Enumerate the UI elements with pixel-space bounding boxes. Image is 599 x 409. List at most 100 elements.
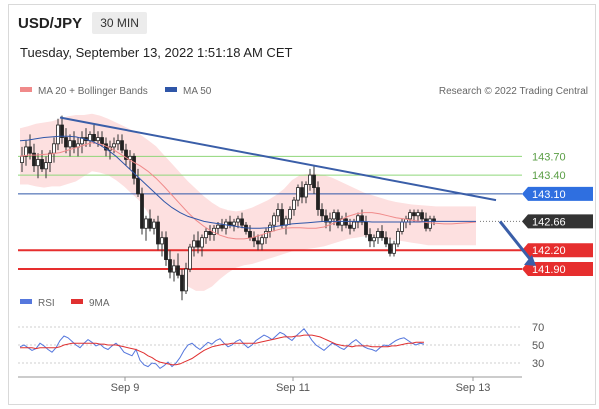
candle-body: [380, 231, 384, 239]
candle-body: [36, 159, 40, 167]
candle-body: [328, 218, 332, 223]
candle-body: [44, 162, 48, 170]
candle-body: [60, 124, 64, 138]
candle-body: [148, 218, 152, 229]
candle-body: [428, 218, 432, 229]
candle-body: [292, 199, 296, 210]
candle-body: [160, 237, 164, 245]
candle-body: [236, 218, 240, 223]
candle-body: [348, 224, 352, 229]
candle-body: [320, 209, 324, 217]
ma20-legend-swatch: [20, 87, 32, 92]
candle-body: [300, 187, 304, 198]
candle-body: [344, 218, 348, 226]
candle-body: [220, 224, 224, 229]
rsi-legend-label: RSI: [38, 298, 55, 309]
projection-arrow-shaft: [498, 220, 535, 264]
rsi-line: [19, 328, 425, 370]
candle-body: [400, 221, 404, 232]
candle-body: [124, 149, 128, 160]
symbol-title: USD/JPY: [18, 14, 83, 32]
candle-body: [180, 274, 184, 292]
x-tick-label-1: Sep 11: [276, 382, 310, 394]
ma50-line: [19, 135, 476, 229]
candle-body: [384, 237, 388, 245]
candle-body: [368, 234, 372, 242]
candle-body: [56, 124, 60, 145]
candle-body: [164, 237, 168, 260]
candle-body: [120, 140, 124, 151]
candle-body: [188, 246, 192, 270]
candle-body: [424, 218, 428, 229]
projection-arrow-head: [524, 254, 536, 266]
candle-body: [24, 146, 28, 157]
candle-body: [140, 193, 144, 229]
candle-body: [156, 221, 160, 245]
candle-body: [312, 174, 316, 189]
candle-body: [416, 212, 420, 217]
candle-body: [68, 140, 72, 148]
level-tag-4: [522, 243, 593, 258]
ma20-legend-label: MA 20 + Bollinger Bands: [38, 86, 148, 97]
candle-body: [352, 221, 356, 229]
candle-body: [216, 224, 220, 229]
candle-body: [288, 209, 292, 220]
candle-body: [196, 240, 200, 248]
candle-body: [200, 237, 204, 248]
candle-body: [256, 240, 260, 245]
chart-header: USD/JPY 30 MIN: [18, 12, 147, 34]
level-tag-2: [522, 186, 593, 201]
candle-body: [392, 243, 396, 254]
candle-body: [20, 155, 24, 163]
level-tag-5: [522, 261, 593, 276]
rsi-legend-swatch: [20, 299, 32, 304]
candle-body: [252, 237, 256, 242]
x-tick-label-0: Sep 9: [111, 382, 140, 394]
candle-body: [376, 231, 380, 239]
rsi-tick-label-1: 50: [532, 340, 544, 352]
timestamp: Tuesday, September 13, 2022 1:51:18 AM C…: [20, 45, 293, 60]
candle-body: [128, 155, 132, 160]
x-tick-label-2: Sep 13: [456, 382, 491, 394]
candle-body: [96, 137, 100, 142]
candle-body: [276, 209, 280, 217]
candle-body: [388, 243, 392, 254]
candle-body: [92, 134, 96, 142]
candle-body: [132, 155, 136, 179]
ma9-legend-label: 9MA: [89, 298, 110, 309]
candle-body: [192, 240, 196, 248]
candle-body: [372, 237, 376, 242]
candle-body: [112, 143, 116, 148]
candle-body: [356, 215, 360, 223]
price-plot: 143.70 143.40 143.10 142.66 142.20 141.90: [18, 113, 593, 301]
candle-body: [32, 152, 36, 167]
candle-body: [152, 221, 156, 229]
candle-body: [136, 177, 140, 195]
candle-body: [336, 212, 340, 226]
candle-body: [116, 140, 120, 145]
ma9-line: [20, 334, 424, 366]
candle-body: [264, 231, 268, 239]
candle-body: [260, 237, 264, 245]
timeframe-badge[interactable]: 30 MIN: [92, 12, 147, 34]
candle-body: [64, 137, 68, 148]
candle-body: [144, 218, 148, 229]
candle-body: [176, 265, 180, 276]
rsi-plot: 70 50 30: [18, 322, 544, 370]
candle-body: [172, 265, 176, 273]
ma50-legend-swatch: [165, 87, 177, 92]
rsi-tick-label-2: 30: [532, 358, 544, 370]
candle-body: [184, 268, 188, 292]
candle-body: [52, 143, 56, 154]
level-label-3: 142.66: [532, 216, 566, 228]
candle-body: [364, 221, 368, 235]
level-tag-3: [522, 214, 593, 229]
candle-body: [324, 215, 328, 223]
candle-body: [396, 231, 400, 245]
level-label-1: 143.40: [532, 170, 566, 182]
candle-body: [40, 159, 44, 170]
candle-body: [208, 231, 212, 235]
candle-body: [88, 134, 92, 142]
candle-body: [204, 231, 208, 239]
